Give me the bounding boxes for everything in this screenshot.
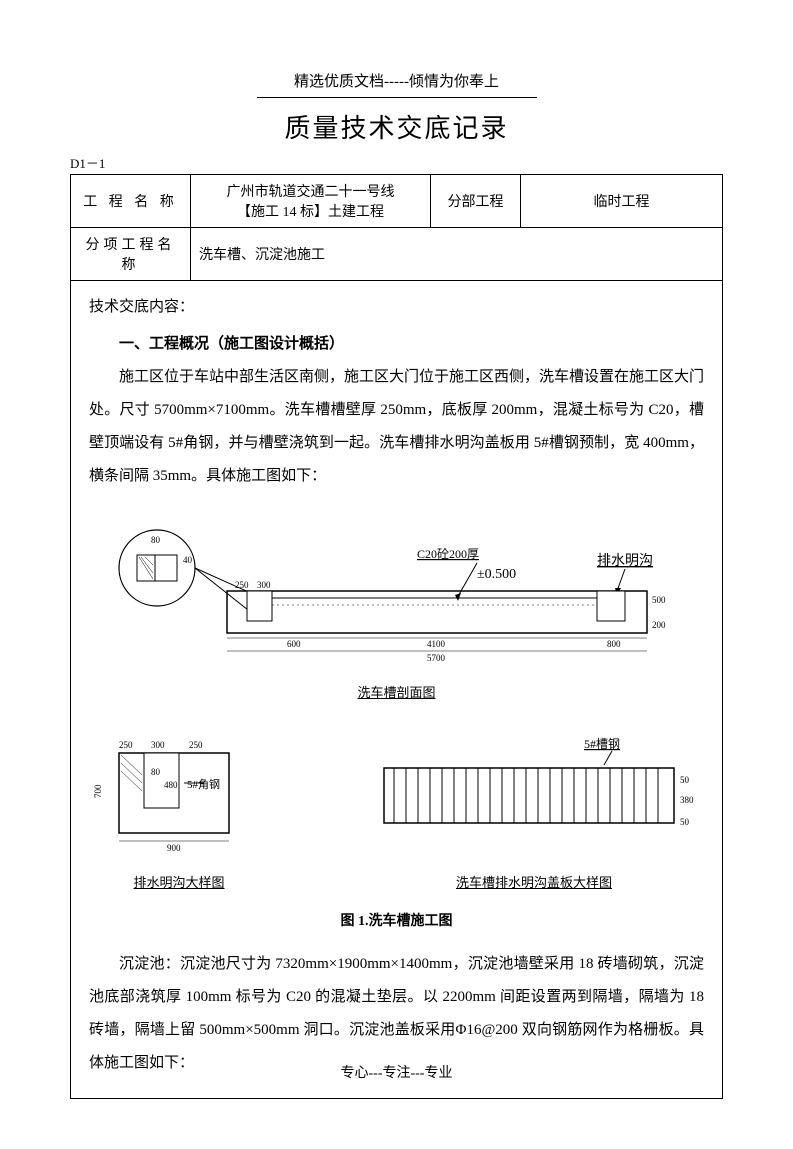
header-table: 工 程 名 称 广州市轨道交通二十一号线 【施工 14 标】土建工程 分部工程 … bbox=[70, 174, 723, 281]
figure-1-caption: 图 1.洗车槽施工图 bbox=[89, 907, 704, 938]
project-line2: 【施工 14 标】土建工程 bbox=[199, 201, 422, 221]
table-row: 分项工程名称 洗车槽、沉淀池施工 bbox=[71, 228, 723, 281]
page-footer: 专心---专注---专业 bbox=[0, 1062, 793, 1082]
header-underline bbox=[257, 97, 537, 98]
section-caption: 洗车槽剖面图 bbox=[89, 679, 704, 708]
svg-text:900: 900 bbox=[167, 843, 181, 853]
item-name-value: 洗车槽、沉淀池施工 bbox=[191, 228, 723, 281]
svg-text:480: 480 bbox=[164, 780, 178, 790]
document-title: 质量技术交底记录 bbox=[70, 108, 723, 145]
document-id: D1－1 bbox=[70, 153, 723, 172]
subproject-label: 分部工程 bbox=[431, 175, 521, 228]
svg-text:±0.500: ±0.500 bbox=[477, 567, 516, 582]
svg-text:排水明沟: 排水明沟 bbox=[597, 553, 653, 569]
svg-text:380: 380 bbox=[680, 795, 694, 805]
project-line1: 广州市轨道交通二十一号线 bbox=[199, 181, 422, 201]
project-name-label: 工 程 名 称 bbox=[71, 175, 191, 228]
paragraph-1: 施工区位于车站中部生活区南侧，施工区大门位于施工区西侧，洗车槽设置在施工区大门处… bbox=[89, 361, 704, 493]
svg-text:300: 300 bbox=[257, 580, 271, 590]
svg-text:250: 250 bbox=[119, 740, 133, 750]
section-1-title: 一、工程概况（施工图设计概括） bbox=[89, 328, 704, 361]
cover-detail-caption: 洗车槽排水明沟盖板大样图 bbox=[364, 869, 704, 898]
svg-text:80: 80 bbox=[151, 535, 161, 545]
svg-text:5700: 5700 bbox=[427, 653, 446, 663]
svg-text:700: 700 bbox=[93, 784, 103, 798]
drain-detail: 250 300 250 80 480 5#角钢 700 900 排水明沟大样图 bbox=[89, 733, 269, 898]
section-drawing: 80 40 C20砼200厚 ±0.500 排水明沟 bbox=[107, 513, 687, 673]
paragraph-2: 沉淀池：沉淀池尺寸为 7320mm×1900mm×1400mm，沉淀池墙壁采用 … bbox=[89, 948, 704, 1080]
svg-text:5#槽钢: 5#槽钢 bbox=[584, 737, 620, 751]
svg-text:4100: 4100 bbox=[427, 639, 446, 649]
svg-text:C20砼200厚: C20砼200厚 bbox=[417, 547, 479, 561]
svg-text:80: 80 bbox=[151, 767, 161, 777]
drain-detail-caption: 排水明沟大样图 bbox=[89, 869, 269, 898]
page-container: 精选优质文档-----倾情为你奉上 质量技术交底记录 D1－1 工 程 名 称 … bbox=[0, 0, 793, 1149]
table-row: 工 程 名 称 广州市轨道交通二十一号线 【施工 14 标】土建工程 分部工程 … bbox=[71, 175, 723, 228]
svg-text:200: 200 bbox=[652, 620, 666, 630]
svg-text:5#角钢: 5#角钢 bbox=[187, 778, 220, 791]
subproject-value: 临时工程 bbox=[521, 175, 723, 228]
svg-text:300: 300 bbox=[151, 740, 165, 750]
item-name-label: 分项工程名称 bbox=[71, 228, 191, 281]
svg-text:250: 250 bbox=[235, 580, 249, 590]
svg-text:50: 50 bbox=[680, 817, 690, 827]
content-label: 技术交底内容： bbox=[89, 291, 704, 324]
cover-detail: 5#槽钢 bbox=[364, 733, 704, 898]
header-tag: 精选优质文档-----倾情为你奉上 bbox=[70, 70, 723, 91]
svg-text:50: 50 bbox=[680, 775, 690, 785]
figure-1-area: 80 40 C20砼200厚 ±0.500 排水明沟 bbox=[89, 513, 704, 938]
project-name-value: 广州市轨道交通二十一号线 【施工 14 标】土建工程 bbox=[191, 175, 431, 228]
svg-text:600: 600 bbox=[287, 639, 301, 649]
svg-text:800: 800 bbox=[607, 639, 621, 649]
svg-text:500: 500 bbox=[652, 595, 666, 605]
svg-text:40: 40 bbox=[183, 555, 193, 565]
svg-text:250: 250 bbox=[189, 740, 203, 750]
content-box: 技术交底内容： 一、工程概况（施工图设计概括） 施工区位于车站中部生活区南侧，施… bbox=[70, 281, 723, 1099]
